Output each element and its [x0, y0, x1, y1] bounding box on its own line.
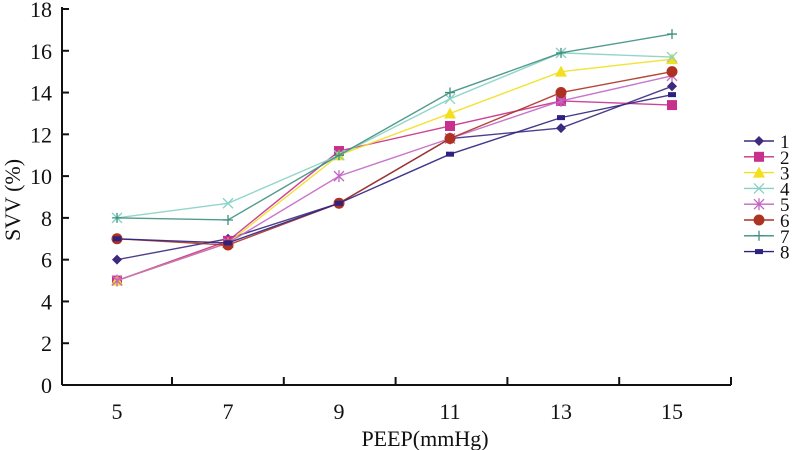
legend-item-1: 1 [744, 132, 790, 153]
legend-label: 8 [780, 243, 790, 264]
legend-marker [754, 230, 764, 241]
legend-item-7: 7 [744, 227, 790, 248]
y-tick-label: 4 [41, 289, 52, 314]
series-line-4 [116, 52, 673, 219]
data-point-4 [666, 51, 678, 63]
y-tick-label: 2 [41, 331, 52, 356]
data-point-4 [222, 197, 234, 209]
legend-item-8: 8 [744, 243, 790, 264]
data-point-3 [444, 107, 456, 119]
y-axis-label: SVV (%) [0, 159, 25, 241]
legend-marker [753, 198, 765, 211]
data-point-5 [111, 274, 123, 287]
series-4 [111, 47, 678, 224]
legend-item-4: 4 [744, 179, 790, 200]
data-point-7 [445, 87, 455, 98]
y-tick-label: 8 [41, 206, 52, 231]
data-point-1 [667, 81, 677, 92]
data-point-3 [666, 53, 678, 65]
y-tick-label: 16 [30, 39, 52, 64]
series-7 [112, 29, 677, 225]
legend-marker [754, 151, 764, 162]
x-axis-label: PEEP(mmHg) [361, 426, 488, 450]
data-point-6 [555, 87, 567, 99]
data-point-7 [556, 47, 566, 58]
series-line-8 [116, 93, 673, 244]
data-point-7 [334, 150, 344, 161]
y-tick-label: 0 [41, 373, 52, 398]
data-point-2 [667, 100, 677, 111]
axes: 5 7 9 11 13 15 0 2 4 6 8 10 12 14 16 18 [30, 0, 732, 424]
data-point-7 [667, 29, 677, 40]
legend-item-5: 5 [744, 195, 790, 216]
legend-label: 6 [780, 211, 790, 232]
series-3 [111, 53, 678, 286]
legend-item-3: 3 [744, 164, 790, 185]
data-point-7 [223, 214, 233, 225]
series-8 [113, 92, 676, 246]
series-1 [112, 81, 677, 265]
x-tick-label: 11 [439, 399, 460, 424]
data-point-1 [112, 254, 122, 265]
y-tick-label: 6 [41, 248, 52, 273]
data-point-8 [113, 236, 121, 242]
data-point-1 [556, 123, 566, 134]
legend-item-6: 6 [744, 211, 790, 232]
x-tick-label: 5 [112, 399, 123, 424]
series-line-6 [116, 70, 673, 246]
legend-marker [755, 249, 763, 255]
data-point-8 [668, 92, 676, 98]
data-point-5 [333, 170, 345, 183]
y-tick-label: 10 [30, 164, 52, 189]
data-point-2 [445, 120, 455, 131]
data-point-3 [555, 65, 567, 77]
legend-marker [753, 182, 765, 194]
series-line-3 [116, 58, 673, 282]
x-tick-label: 9 [334, 399, 345, 424]
series-line-5 [116, 75, 673, 282]
legend-item-2: 2 [744, 148, 790, 169]
legend-marker [754, 136, 764, 146]
x-tick-label: 13 [550, 399, 572, 424]
legend-label: 7 [780, 227, 790, 248]
y-tick-label: 12 [30, 122, 52, 147]
legend-label: 3 [780, 164, 790, 185]
series-line-2 [116, 100, 673, 282]
x-tick-label: 7 [223, 399, 234, 424]
y-tick-label: 14 [30, 81, 52, 106]
legend-label: 4 [780, 179, 790, 200]
legend-label: 5 [780, 195, 790, 216]
data-point-8 [224, 240, 232, 246]
legend-label: 2 [780, 148, 790, 169]
x-tick-label: 15 [661, 399, 683, 424]
data-point-7 [112, 212, 122, 223]
series-line-7 [116, 33, 673, 221]
legend-marker [753, 166, 765, 178]
series-lines [111, 29, 678, 287]
y-tick-label: 18 [30, 0, 52, 22]
data-point-8 [557, 115, 565, 121]
data-point-4 [444, 93, 456, 105]
data-point-8 [335, 200, 343, 206]
data-point-6 [444, 133, 456, 145]
legend-label: 1 [780, 132, 790, 153]
data-point-8 [446, 151, 454, 157]
data-point-6 [666, 66, 678, 78]
legend-marker [753, 214, 765, 226]
